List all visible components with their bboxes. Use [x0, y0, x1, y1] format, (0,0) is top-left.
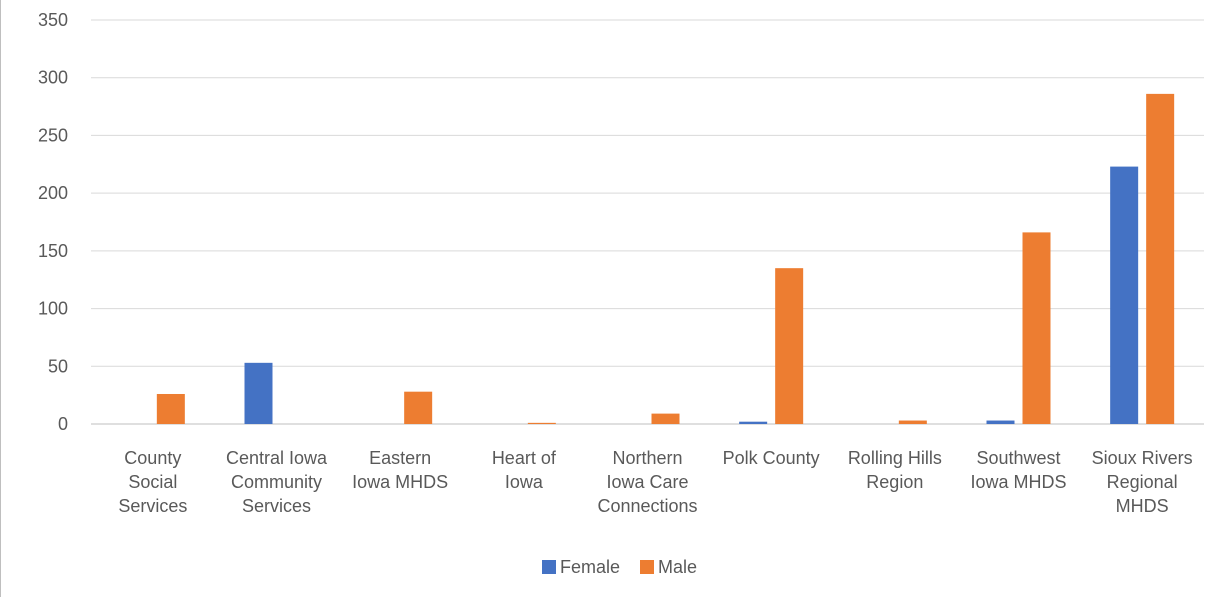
bar-male	[156, 393, 185, 424]
y-axis: 0 50 100 150 200 250 300 350	[38, 10, 68, 434]
x-category-label-line: Region	[866, 472, 923, 492]
legend-label-female: Female	[560, 557, 620, 577]
x-category-label-line: Iowa MHDS	[352, 472, 448, 492]
gridlines	[91, 19, 1204, 425]
x-category-label: Eastern Iowa MHDS	[352, 448, 448, 492]
x-category-label-line: Community	[231, 472, 322, 492]
x-category-label-line: Eastern	[369, 448, 431, 468]
bar-male	[651, 413, 680, 424]
x-category-label: County Social Services	[118, 448, 187, 516]
bar-male	[404, 391, 433, 424]
y-tick-label: 100	[38, 299, 68, 319]
legend-swatch-male	[640, 560, 654, 574]
x-category-label: Polk County	[723, 448, 820, 468]
bar-female	[1110, 166, 1139, 424]
legend: Female Male	[542, 557, 697, 577]
bar-female	[986, 420, 1015, 424]
x-category-label-line: Southwest	[976, 448, 1060, 468]
x-category-label-line: Regional	[1107, 472, 1178, 492]
bar-male	[527, 422, 556, 424]
x-category-label-line: Heart of	[492, 448, 557, 468]
x-category-label-line: Iowa Care	[606, 472, 688, 492]
y-tick-label: 0	[58, 414, 68, 434]
y-tick-label: 150	[38, 241, 68, 261]
x-category-label: Sioux Rivers Regional MHDS	[1092, 448, 1193, 516]
legend-swatch-female	[542, 560, 556, 574]
x-category-label-line: County	[124, 448, 181, 468]
x-category-label-line: Central Iowa	[226, 448, 328, 468]
bar-male	[1022, 232, 1051, 424]
x-category-label-line: Northern	[612, 448, 682, 468]
x-category-label: Southwest Iowa MHDS	[970, 448, 1066, 492]
y-tick-label: 300	[38, 68, 68, 88]
x-category-label-line: Social	[128, 472, 177, 492]
x-category-label-line: Polk County	[723, 448, 820, 468]
x-axis: County Social Services Central Iowa Communit…	[118, 448, 1192, 516]
x-category-label-line: Iowa MHDS	[970, 472, 1066, 492]
bars	[156, 93, 1175, 425]
y-tick-label: 50	[48, 356, 68, 376]
x-category-label: Rolling Hills Region	[848, 448, 942, 492]
x-category-label-line: Connections	[597, 496, 697, 516]
bar-male	[898, 420, 927, 424]
y-tick-label: 350	[38, 10, 68, 30]
bar-male	[1146, 93, 1175, 425]
x-category-label-line: Sioux Rivers	[1092, 448, 1193, 468]
x-category-label: Central Iowa Community Services	[226, 448, 328, 516]
x-category-label-line: Services	[242, 496, 311, 516]
x-category-label-line: MHDS	[1116, 496, 1169, 516]
x-category-label-line: Iowa	[505, 472, 544, 492]
legend-label-male: Male	[658, 557, 697, 577]
y-tick-label: 250	[38, 125, 68, 145]
x-category-label-line: Services	[118, 496, 187, 516]
y-tick-label: 200	[38, 183, 68, 203]
bar-female	[739, 421, 768, 424]
bar-male	[775, 268, 804, 424]
bar-female	[244, 362, 273, 424]
x-category-label: Northern Iowa Care Connections	[597, 448, 697, 516]
x-category-label-line: Rolling Hills	[848, 448, 942, 468]
x-category-label: Heart of Iowa	[492, 448, 557, 492]
